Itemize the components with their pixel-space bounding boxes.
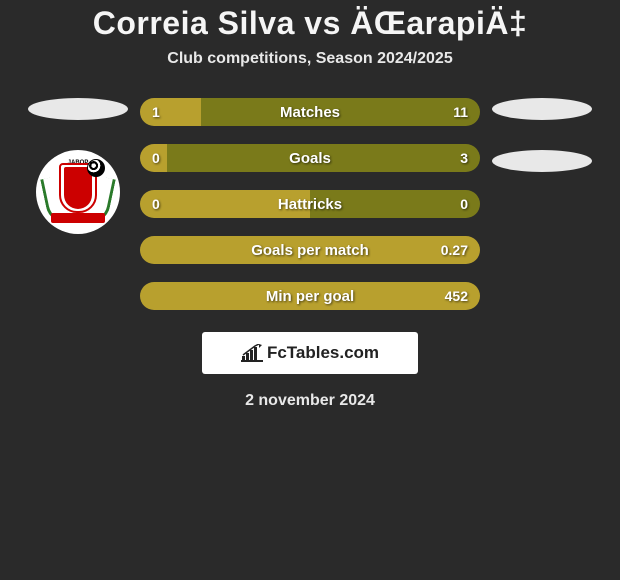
- stat-value-right: 11: [453, 104, 468, 120]
- stat-value-right: 0.27: [441, 242, 468, 258]
- player-ellipse-left: [28, 98, 128, 120]
- left-side: JABOP: [28, 98, 128, 234]
- footer-date: 2 november 2024: [245, 392, 375, 410]
- stat-row-matches: 1 Matches 11: [140, 98, 480, 126]
- footer: FcTables.com 2 november 2024: [0, 332, 620, 410]
- stat-label: Min per goal: [266, 288, 354, 305]
- brand-text: FcTables.com: [267, 343, 379, 363]
- chart-icon: [241, 344, 263, 362]
- stat-fill-right: [201, 98, 480, 126]
- stat-value-left: 1: [152, 104, 160, 120]
- stat-value-right: 3: [460, 150, 468, 166]
- stat-value-right: 452: [445, 288, 468, 304]
- stat-row-hattricks: 0 Hattricks 0: [140, 190, 480, 218]
- stat-row-goals-per-match: Goals per match 0.27: [140, 236, 480, 264]
- content-row: JABOP 1 Matches 11 0 Goals 3: [0, 98, 620, 310]
- player-ellipse-right-2: [492, 150, 592, 172]
- player-ellipse-right-1: [492, 98, 592, 120]
- stats-column: 1 Matches 11 0 Goals 3 0 Hattricks 0 Goa…: [140, 98, 480, 310]
- brand-box: FcTables.com: [202, 332, 418, 374]
- club-logo-left: JABOP: [36, 150, 120, 234]
- stat-value-left: 0: [152, 150, 160, 166]
- page-subtitle: Club competitions, Season 2024/2025: [0, 50, 620, 68]
- stat-value-left: 0: [152, 196, 160, 212]
- stats-comparison-card: Correia Silva vs ÄŒarapiÄ‡ Club competit…: [0, 0, 620, 410]
- stat-row-min-per-goal: Min per goal 452: [140, 282, 480, 310]
- stat-label: Hattricks: [278, 196, 342, 213]
- stat-label: Goals: [289, 150, 331, 167]
- right-side: [492, 98, 592, 172]
- stat-row-goals: 0 Goals 3: [140, 144, 480, 172]
- stat-label: Goals per match: [251, 242, 369, 259]
- stat-value-right: 0: [460, 196, 468, 212]
- stat-fill-left: [140, 98, 201, 126]
- page-title: Correia Silva vs ÄŒarapiÄ‡: [0, 5, 620, 42]
- stat-label: Matches: [280, 104, 340, 121]
